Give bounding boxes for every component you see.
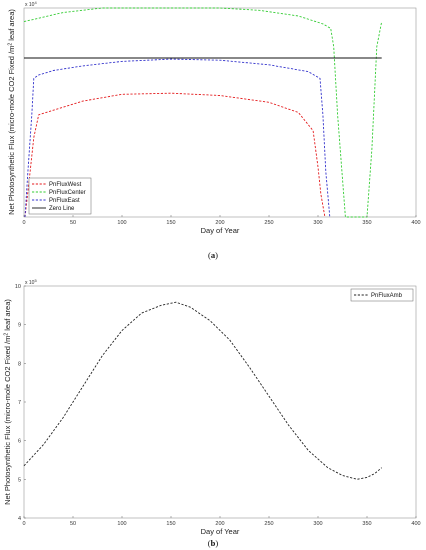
chart-b-xlabel: Day of Year (201, 527, 240, 536)
chart-b-caption: (b) (208, 538, 219, 548)
x-tick-label: 100 (117, 220, 126, 226)
x-tick-label: 100 (117, 521, 126, 527)
x-tick-label: 400 (411, 220, 420, 226)
x-tick-label: 250 (264, 521, 273, 527)
y-tick-label: 6 (18, 439, 21, 445)
legend-entry: PnFluxEast (49, 198, 80, 204)
chart-b-exponent: x 105 (25, 278, 37, 286)
x-tick-label: 350 (362, 220, 371, 226)
y-tick-label: 9 (18, 323, 21, 329)
x-tick-label: 300 (313, 521, 322, 527)
x-tick-label: 400 (411, 521, 420, 527)
series-line-pnfluxamb (23, 301, 382, 480)
chart-a: 0 50 100 150 200 250 300 350 400 x 104 Day of Ye… (7, 0, 421, 260)
x-tick-label: 300 (313, 220, 322, 226)
y-tick-label: 4 (18, 516, 21, 522)
legend-entry: PnFluxCenter (49, 190, 86, 196)
x-tick-label: 50 (70, 220, 76, 226)
y-tick-label: 7 (18, 400, 21, 406)
x-tick-label: 200 (215, 521, 224, 527)
chart-a-caption: (a) (208, 250, 218, 260)
x-tick-label: 50 (70, 521, 76, 527)
x-tick-label: 0 (22, 521, 25, 527)
x-tick-label: 200 (215, 220, 224, 226)
legend-entry: PnFluxAmb (371, 293, 403, 299)
y-tick-label: 5 (18, 477, 21, 483)
x-tick-label: 150 (166, 220, 175, 226)
chart-a-ylabel: Net Photosynthetic Flux (micro-mole CO2 … (7, 9, 16, 215)
x-tick-label: 250 (264, 220, 273, 226)
legend-entry: PnFluxWest (49, 182, 82, 188)
y-tick-label: 10 (15, 284, 21, 290)
x-tick-label: 350 (362, 521, 371, 527)
chart-a-exponent: x 104 (25, 0, 37, 8)
legend-entry: Zero Line (49, 206, 75, 212)
x-tick-label: 150 (166, 521, 175, 527)
chart-b-plot-area (23, 285, 417, 519)
chart-b-ylabel: Net Photosynthetic Flux (micro-mole CO2 … (3, 299, 12, 505)
chart-a-xlabel: Day of Year (201, 226, 240, 235)
chart-b-legend: PnFluxAmb (350, 288, 414, 302)
series-line-pnfluxcenter (23, 7, 383, 218)
y-tick-label: 8 (18, 361, 21, 367)
series-line-pnfluxwest (24, 92, 326, 218)
legend-box (350, 288, 414, 302)
chart-a-legend: PnFluxWest PnFluxCenter PnFluxEast Zero Lin… (28, 177, 92, 215)
x-tick-label: 0 (22, 220, 25, 226)
